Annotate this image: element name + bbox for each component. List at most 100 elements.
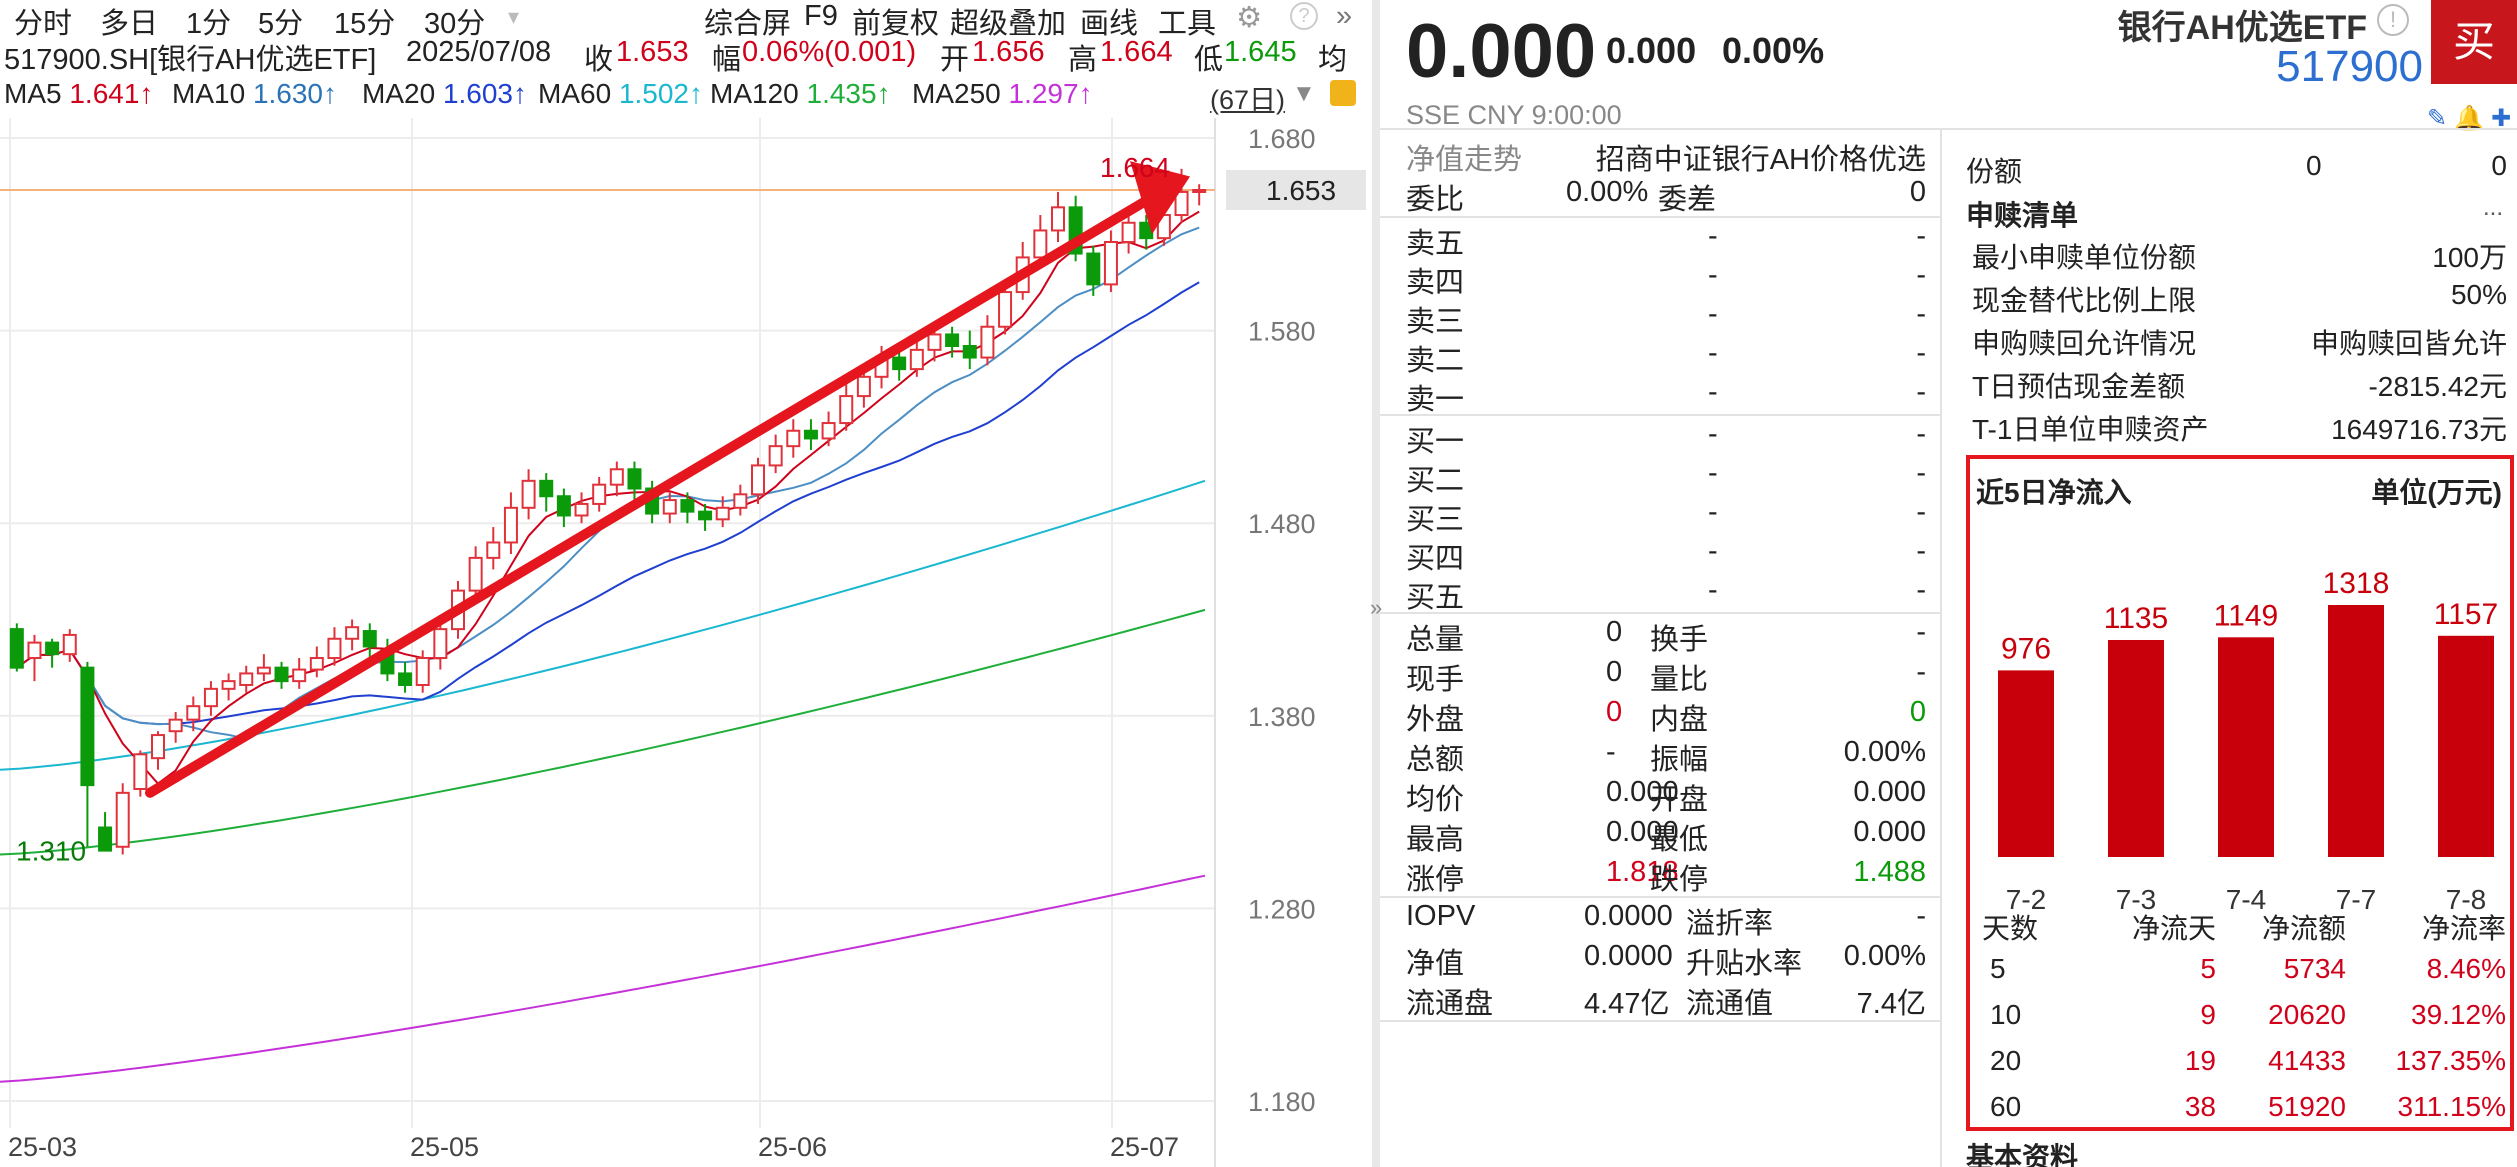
fund-stat-value: 7.4亿 bbox=[1856, 988, 1926, 1020]
info-icon[interactable]: ! bbox=[2377, 4, 2409, 36]
stat-label: 开盘 bbox=[1650, 784, 1709, 816]
inflow-table-cell: 137.35% bbox=[2395, 1045, 2506, 1076]
candle-body bbox=[1103, 241, 1118, 286]
candle-body bbox=[892, 356, 907, 371]
ma-indicator-ma120: MA120 1.435↑ bbox=[710, 78, 891, 110]
ma-indicator-ma250: MA250 1.297↑ bbox=[912, 78, 1093, 110]
stat-value: 0 bbox=[1909, 696, 1926, 728]
ask-volume: - bbox=[1916, 259, 1926, 291]
candle-body bbox=[486, 541, 501, 559]
ask-price: - bbox=[1708, 259, 1718, 291]
inflow-table-cell: 5 bbox=[1990, 953, 2006, 984]
alert-bell-icon[interactable]: 🔔 bbox=[2454, 105, 2484, 132]
stat-label: 现手 bbox=[1406, 664, 1465, 696]
tab-15min[interactable]: 15分 bbox=[334, 8, 396, 40]
bid-volume: - bbox=[1916, 574, 1926, 606]
date-tick-label: 25-05 bbox=[410, 1132, 479, 1162]
candle-body bbox=[274, 666, 289, 683]
stat-value: 0.000 bbox=[1606, 776, 1679, 808]
order-ratio-row: 委比 0.00% 委差 0 bbox=[1406, 176, 1926, 216]
ma-value: 1.641↑ bbox=[69, 78, 154, 109]
date-tick-label: 25-06 bbox=[758, 1132, 827, 1162]
buy-button[interactable]: 买 bbox=[2431, 0, 2517, 84]
price-tick-label: 1.480 bbox=[1248, 509, 1316, 539]
price-change-percent: 0.00% bbox=[1722, 30, 1825, 71]
high-label: 高 bbox=[1068, 44, 1098, 76]
fund-stat-value: 4.47亿 bbox=[1584, 988, 1670, 1020]
inflow-table-cell: 41433 bbox=[2268, 1045, 2346, 1076]
ma-value: 1.630↑ bbox=[252, 78, 338, 109]
fund-stat-label: 流通值 bbox=[1686, 988, 1774, 1020]
candle-body bbox=[1192, 189, 1207, 194]
tab-multiday[interactable]: 多日 bbox=[100, 8, 159, 40]
candle-body bbox=[168, 718, 183, 733]
lock-icon[interactable] bbox=[1330, 80, 1356, 106]
tab-timeshare[interactable]: 分时 bbox=[14, 8, 73, 40]
settings-gear-icon[interactable]: ⚙ bbox=[1236, 2, 1262, 34]
trend-arrow-line bbox=[145, 194, 1153, 798]
index-name: 招商中证银行AH价格优选 bbox=[1595, 144, 1926, 176]
candle-body bbox=[803, 429, 818, 440]
inflow-bar-value: 1149 bbox=[2214, 599, 2279, 632]
stat-row: 最高 0.000 最低 0.000 bbox=[1406, 816, 1926, 856]
ma-label: MA20 bbox=[362, 78, 443, 109]
kline-chart[interactable]: 1.680 1.580 1.480 1.380 1.280 1.180 25-03 25-05… bbox=[0, 118, 1372, 1167]
nav-trend-label: 净值走势 bbox=[1406, 144, 1523, 176]
tab-1min[interactable]: 1分 bbox=[186, 8, 232, 40]
inflow-bar-chart: 976 7-2 1135 7-3 1149 7-4 1318 7-7 1157 7-8 bbox=[1998, 567, 2498, 915]
collapse-arrow-icon[interactable]: » bbox=[1370, 595, 1383, 620]
low-label: 低 bbox=[1194, 44, 1224, 76]
candle-body bbox=[980, 325, 995, 359]
candle-body bbox=[1121, 221, 1136, 244]
edit-icon[interactable]: ✎ bbox=[2426, 105, 2448, 132]
bid-row: 买一 - - bbox=[1406, 418, 1926, 458]
fund-stat-label: 净值 bbox=[1406, 948, 1465, 980]
bid-volume: - bbox=[1916, 535, 1926, 567]
more-button[interactable]: ... bbox=[2482, 194, 2503, 221]
panel-divider[interactable]: » bbox=[1370, 0, 1383, 1167]
price-change: 0.000 bbox=[1606, 30, 1697, 71]
forward-adjust-button[interactable]: 前复权 bbox=[852, 8, 940, 40]
f9-button[interactable]: F9 bbox=[804, 0, 838, 32]
divider-line bbox=[1380, 896, 1940, 898]
period-selector[interactable]: (67日) bbox=[1210, 85, 1286, 115]
collapse-right-icon[interactable]: » bbox=[1336, 0, 1353, 32]
bid-price: - bbox=[1708, 496, 1718, 528]
candle-body bbox=[133, 753, 148, 790]
inflow-table-cell: 20620 bbox=[2268, 999, 2346, 1030]
ma-indicator-ma10: MA10 1.630↑ bbox=[172, 78, 337, 110]
candle-body bbox=[327, 637, 342, 660]
add-icon[interactable]: ✚ bbox=[2490, 105, 2512, 132]
more-tabs-icon[interactable]: ▾ bbox=[508, 4, 520, 29]
help-icon[interactable]: ? bbox=[1290, 2, 1318, 30]
divider-line bbox=[1380, 414, 1940, 416]
market-line: SSE CNY 9:00:00 bbox=[1406, 100, 1622, 131]
ma-label: MA250 bbox=[912, 78, 1009, 109]
inflow-title: 近5日净流入 bbox=[1976, 477, 2132, 508]
candle-body bbox=[521, 479, 536, 509]
stat-value: 0.000 bbox=[1606, 816, 1679, 848]
draw-line-button[interactable]: 画线 bbox=[1080, 8, 1139, 40]
divider-line bbox=[1380, 1020, 1940, 1022]
stat-row: 总额 - 振幅 0.00% bbox=[1406, 736, 1926, 776]
tab-5min[interactable]: 5分 bbox=[258, 8, 304, 40]
period-dropdown-icon[interactable]: ▼ bbox=[1292, 80, 1316, 107]
kline-panel: 分时 多日 1分 5分 15分 30分 ▾ 综合屏 F9 前复权 超级叠加 画线… bbox=[0, 0, 1372, 1167]
basic-info-label[interactable]: 基本资料 bbox=[1966, 1142, 2079, 1167]
composite-screen-button[interactable]: 综合屏 bbox=[704, 8, 792, 40]
super-overlay-button[interactable]: 超级叠加 bbox=[950, 8, 1067, 40]
stat-value: 1.488 bbox=[1853, 856, 1926, 888]
candle-body bbox=[221, 680, 236, 690]
inflow-table-header-cell: 净流额 bbox=[2261, 913, 2346, 944]
bid-volume: - bbox=[1916, 418, 1926, 450]
candle-body bbox=[998, 291, 1013, 328]
fund-stat-value: 0.00% bbox=[1843, 940, 1926, 972]
tab-30min[interactable]: 30分 bbox=[424, 8, 486, 40]
divider-line bbox=[1380, 128, 2517, 130]
ask-level-label: 卖四 bbox=[1406, 267, 1465, 299]
inflow-table-row: 10 9 20620 39.12% bbox=[1976, 999, 2506, 1043]
avg-label: 均 bbox=[1318, 44, 1348, 76]
tools-button[interactable]: 工具 bbox=[1158, 8, 1217, 40]
stat-label: 外盘 bbox=[1406, 704, 1465, 736]
candle-body bbox=[1033, 229, 1048, 259]
